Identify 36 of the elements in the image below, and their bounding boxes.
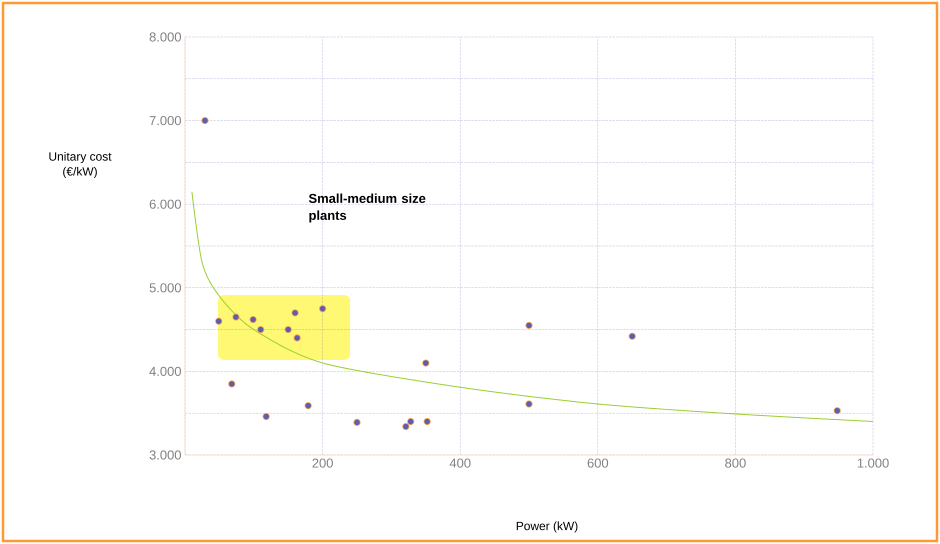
point [228,380,236,388]
point [232,313,240,321]
annotation: Small-medium size plants [308,193,426,223]
point [215,318,222,325]
x-tick-label: 1.000 [858,458,889,468]
y-tick-label: 3.000 [150,450,181,460]
point [628,332,636,340]
point [257,326,264,334]
y-tick-label: 5.000 [150,283,181,292]
x-tick-label: 800 [725,458,746,468]
point [284,326,292,334]
point [304,402,312,410]
y-tick-label: 7.000 [150,116,181,126]
point [525,322,533,329]
y-tick-label: 6.000 [150,200,181,209]
point [201,116,209,124]
point [353,418,361,426]
y-axis-title: Unitary cost (€/kW) [49,152,112,178]
point [294,334,301,342]
point [422,359,430,367]
x-tick-label: 400 [450,458,471,468]
point [262,412,270,420]
x-axis-title: Power (kW) [516,521,578,533]
x-tick-label: 600 [588,458,608,468]
point [402,422,410,430]
point [407,418,414,426]
point [319,305,326,312]
y-tick-label: 8.000 [150,32,181,42]
point [292,309,299,316]
x-tick-label: 200 [312,458,333,468]
point [424,418,431,426]
point [525,400,533,408]
point [250,316,257,324]
line-series [191,191,874,422]
y-tick-label: 4.000 [149,366,181,376]
point [834,407,841,414]
